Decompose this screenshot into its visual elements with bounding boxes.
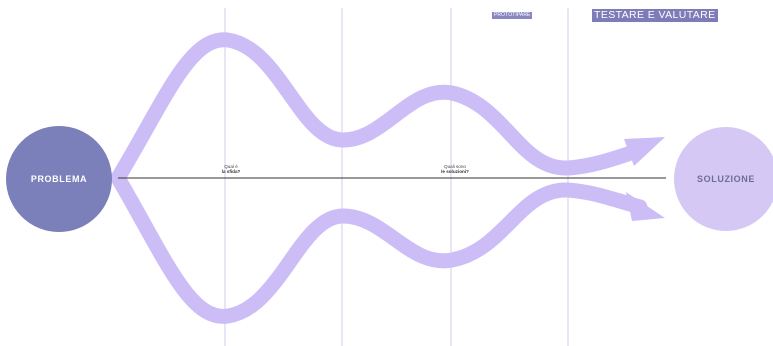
solution-label: SOLUZIONE — [697, 174, 755, 184]
lower-flow-curve — [110, 170, 648, 324]
problem-node — [6, 126, 112, 232]
phase-tag-test-evaluate: TESTARE E VALUTARE — [592, 9, 718, 22]
solution-node — [674, 127, 773, 231]
question-solutions-line2: le soluzioni? — [441, 169, 469, 175]
question-challenge-line1: Qual è — [224, 164, 238, 169]
problem-label: PROBLEMA — [30, 174, 88, 184]
phase-tag-prototype: PROTOTIPARE — [492, 12, 533, 19]
question-solutions: Quali sono le soluzioni? — [441, 164, 469, 175]
upper-flow-curve — [110, 32, 648, 186]
question-challenge: Qual è la sfida? — [222, 164, 241, 175]
upper-arrow-head — [624, 137, 665, 166]
lower-arrow-head — [626, 192, 665, 221]
question-challenge-line2: la sfida? — [221, 169, 241, 175]
question-solutions-line1: Quali sono — [444, 164, 466, 169]
